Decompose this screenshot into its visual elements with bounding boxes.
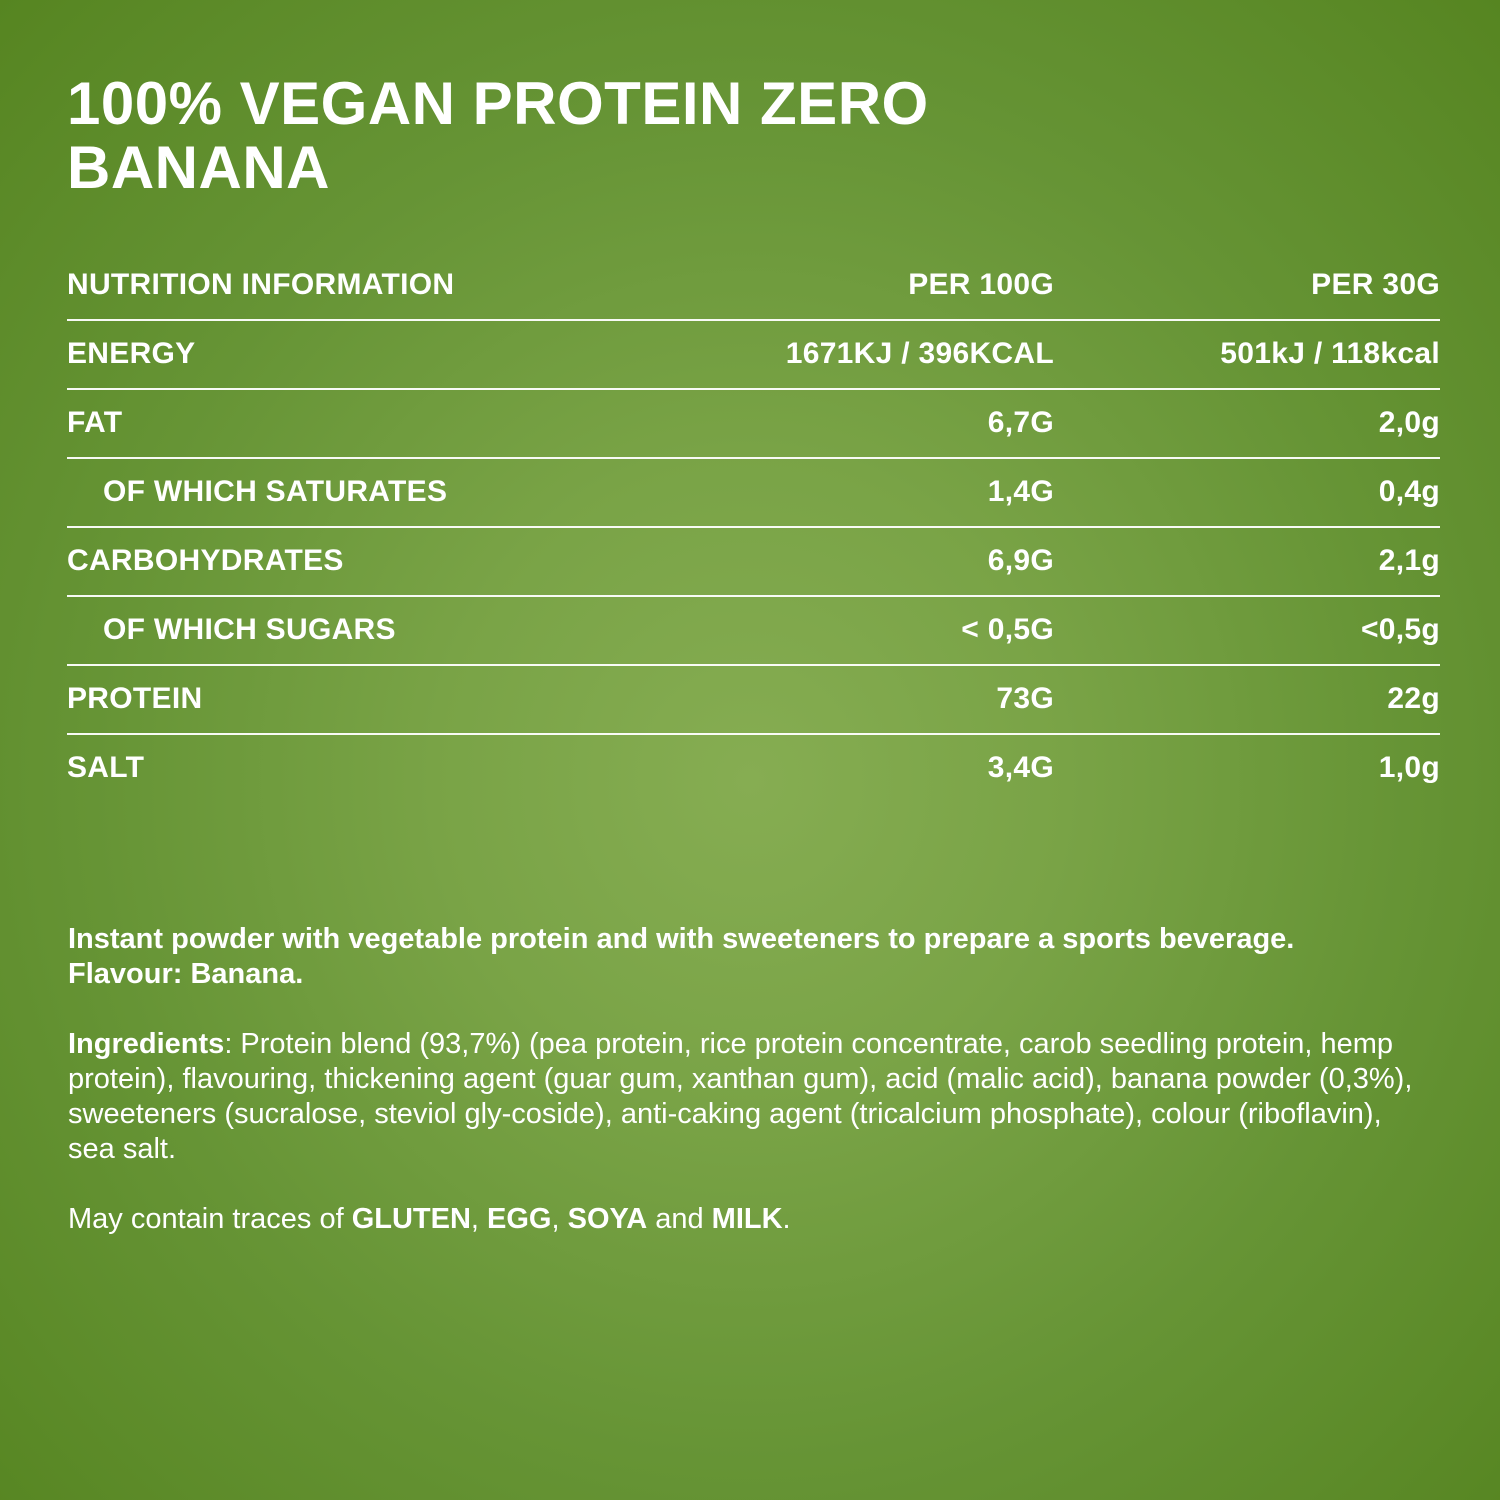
row-value-per-30g: 501kJ / 118kcal xyxy=(1220,337,1440,370)
allergen-separator: , xyxy=(551,1203,568,1235)
allergen-statement: May contain traces of GLUTEN, EGG, SOYA … xyxy=(68,1202,1408,1237)
product-title-line-1: 100% VEGAN PROTEIN ZERO xyxy=(67,70,929,137)
table-row-fat: FAT 6,7G 2,0g xyxy=(67,390,1440,459)
product-title: 100% VEGAN PROTEIN ZERO BANANA xyxy=(67,72,1427,200)
row-value-per-100g: 1671KJ / 396KCAL xyxy=(785,337,1054,370)
allergen-suffix: . xyxy=(782,1203,791,1235)
nutrition-table: NUTRITION INFORMATION PER 100G PER 30G E… xyxy=(67,252,1440,804)
row-value-per-100g: 1,4G xyxy=(987,475,1054,508)
row-label: SALT xyxy=(67,751,145,784)
row-value-per-30g: 2,0g xyxy=(1378,406,1440,439)
row-label: OF WHICH SUGARS xyxy=(103,613,396,646)
row-value-per-30g: 1,0g xyxy=(1378,751,1440,784)
row-value-per-30g: 22g xyxy=(1387,682,1440,715)
row-value-per-30g: 0,4g xyxy=(1378,475,1440,508)
table-row-sugars: OF WHICH SUGARS < 0,5G <0,5g xyxy=(67,597,1440,666)
ingredients-list: : Protein blend (93,7%) (pea protein, ri… xyxy=(68,1028,1413,1165)
row-label: PROTEIN xyxy=(67,682,203,715)
allergen-separator: , xyxy=(470,1203,488,1235)
allergen-separator: and xyxy=(647,1203,712,1235)
table-row-energy: ENERGY 1671KJ / 396KCAL 501kJ / 118kcal xyxy=(67,321,1440,390)
allergen-soya: SOYA xyxy=(567,1203,648,1235)
row-label: ENERGY xyxy=(67,337,196,370)
table-row-protein: PROTEIN 73G 22g xyxy=(67,666,1440,735)
allergen-egg: EGG xyxy=(487,1203,552,1235)
row-label: CARBOHYDRATES xyxy=(67,544,344,577)
allergen-milk: MILK xyxy=(711,1203,783,1235)
table-row-carbohydrates: CARBOHYDRATES 6,9G 2,1g xyxy=(67,528,1440,597)
product-title-line-2: BANANA xyxy=(67,134,330,201)
header-per-100g: PER 100G xyxy=(908,268,1054,301)
row-value-per-100g: 3,4G xyxy=(987,751,1054,784)
row-value-per-30g: <0,5g xyxy=(1360,613,1440,646)
header-per-30g: PER 30G xyxy=(1311,268,1440,301)
allergen-prefix: May contain traces of xyxy=(68,1203,352,1235)
row-value-per-100g: 6,9G xyxy=(987,544,1054,577)
table-row-saturates: OF WHICH SATURATES 1,4G 0,4g xyxy=(67,459,1440,528)
row-value-per-100g: 6,7G xyxy=(987,406,1054,439)
row-label: OF WHICH SATURATES xyxy=(103,475,448,508)
table-row-salt: SALT 3,4G 1,0g xyxy=(67,735,1440,804)
ingredients-label: Ingredients xyxy=(68,1028,225,1060)
row-value-per-30g: 2,1g xyxy=(1378,544,1440,577)
product-description: Instant powder with vegetable protein an… xyxy=(68,923,1295,990)
row-label: FAT xyxy=(67,406,123,439)
row-value-per-100g: < 0,5G xyxy=(961,613,1054,646)
header-nutrition-information: NUTRITION INFORMATION xyxy=(67,268,455,301)
nutrition-table-header: NUTRITION INFORMATION PER 100G PER 30G xyxy=(67,252,1440,321)
allergen-gluten: GLUTEN xyxy=(351,1203,471,1235)
ingredients-text: Ingredients: Protein blend (93,7%) (pea … xyxy=(68,1027,1428,1167)
row-value-per-100g: 73G xyxy=(996,682,1054,715)
